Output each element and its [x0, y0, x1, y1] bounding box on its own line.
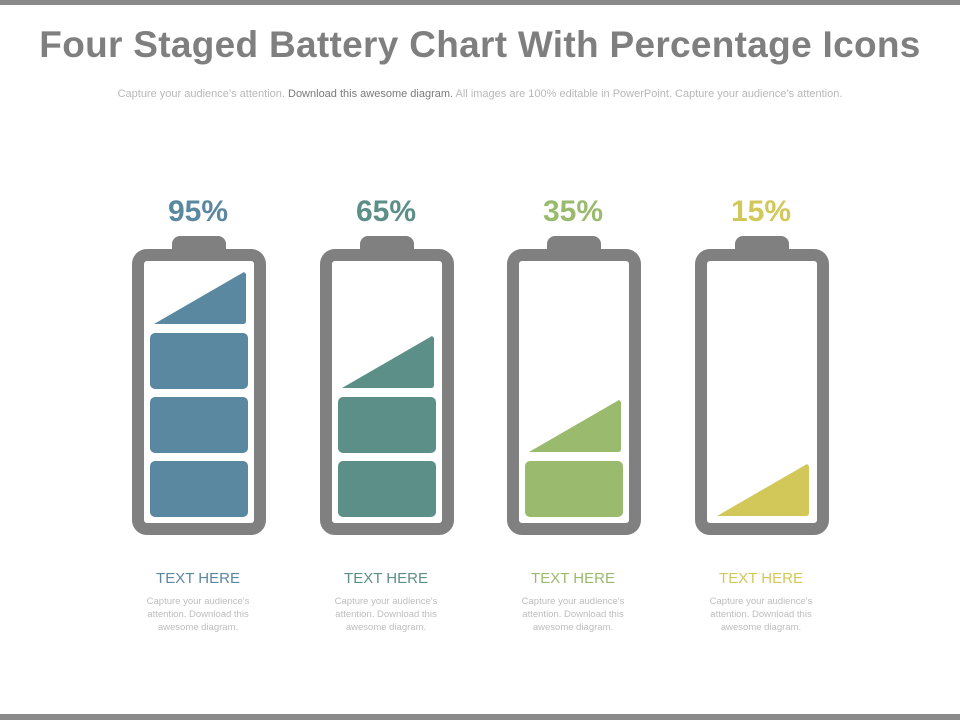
percentage-label: 35%: [542, 195, 604, 228]
caption-text: Capture your audience's attention. Downl…: [334, 596, 438, 633]
battery-icon: [695, 236, 829, 535]
battery-column-2: 65% TEXT HERE Capture your audience's at…: [296, 195, 476, 655]
battery-body: [320, 249, 454, 535]
battery-level-wedge: [342, 336, 434, 388]
percentage-label: 65%: [355, 195, 417, 228]
battery-segment: [150, 333, 248, 389]
battery-segment: [525, 461, 623, 517]
top-border: [0, 0, 960, 5]
percentage-label: 95%: [167, 195, 229, 228]
caption-title: TEXT HERE: [344, 570, 428, 587]
bottom-border: [0, 714, 960, 720]
battery-segment: [150, 461, 248, 517]
subtitle-mid: Download this awesome diagram.: [288, 88, 454, 100]
battery-segment: [150, 397, 248, 453]
caption-text: Capture your audience's attention. Downl…: [521, 596, 625, 633]
caption-title: TEXT HERE: [531, 570, 615, 587]
page-title: Four Staged Battery Chart With Percentag…: [39, 24, 921, 65]
battery-column-4: 15% TEXT HERE Capture your audience's at…: [671, 195, 851, 655]
battery-level-wedge: [529, 400, 621, 452]
battery-segment: [338, 397, 436, 453]
caption-text: Capture your audience's attention. Downl…: [709, 596, 813, 633]
battery-body: [695, 249, 829, 535]
subtitle-end: All images are 100% editable in PowerPoi…: [453, 88, 843, 100]
caption-title: TEXT HERE: [156, 570, 240, 587]
caption-text: Capture your audience's attention. Downl…: [146, 596, 250, 633]
battery-column-1: 95% TEXT HERE Capture your audience's at…: [108, 195, 288, 655]
battery-icon: [320, 236, 454, 535]
battery-segment: [338, 461, 436, 517]
subtitle-start: Capture your audience’s attention.: [117, 88, 288, 100]
battery-level-wedge: [717, 464, 809, 516]
battery-level-wedge: [154, 272, 246, 324]
battery-column-3: 35% TEXT HERE Capture your audience's at…: [483, 195, 663, 655]
battery-icon: [507, 236, 641, 535]
page-subtitle: Capture your audience’s attention. Downl…: [0, 88, 960, 100]
battery-icon: [132, 236, 266, 535]
percentage-label: 15%: [730, 195, 792, 228]
caption-title: TEXT HERE: [719, 570, 803, 587]
battery-body: [507, 249, 641, 535]
